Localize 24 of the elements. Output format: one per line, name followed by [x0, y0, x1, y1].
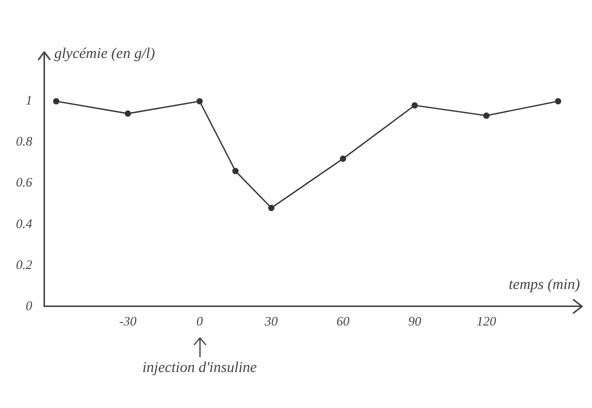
point [554, 98, 562, 104]
x-tick-label: -30 [119, 314, 138, 329]
point [196, 98, 203, 104]
y-tick-label: 0.6 [16, 174, 33, 190]
point [483, 112, 490, 119]
y-tick-label: 0 [26, 298, 33, 313]
x-tick-label: 60 [336, 314, 350, 329]
x-tick-label: 120 [476, 314, 497, 329]
point [232, 168, 239, 174]
x-tick-label: 90 [408, 314, 422, 329]
y-tick-label: 0.2 [16, 256, 33, 272]
x-tick-label: 30 [264, 314, 278, 329]
x-tick-label: 0 [196, 314, 204, 329]
y-tick-label: 0.4 [16, 216, 33, 231]
y-axis-title: glycémie (en g/l) [54, 46, 156, 62]
y-tick-label: 0.8 [16, 134, 33, 149]
point [340, 156, 346, 162]
point [53, 98, 60, 104]
point [412, 102, 418, 108]
y-tick-label: 1 [26, 92, 32, 108]
point [124, 110, 132, 117]
point [268, 204, 274, 212]
annotation: injection d'insuline [142, 360, 257, 378]
x-axis-title: temps (min) [508, 276, 580, 293]
